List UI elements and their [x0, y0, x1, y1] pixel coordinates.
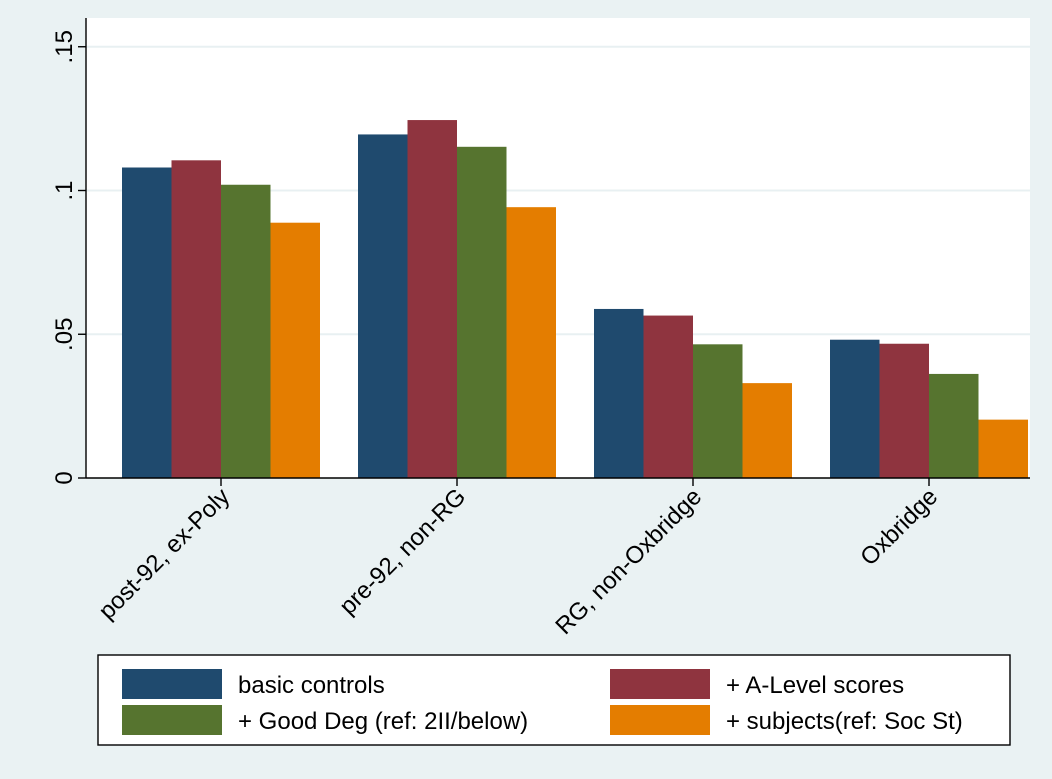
legend-label: basic controls	[238, 672, 385, 699]
y-tick-label: 0	[51, 471, 78, 484]
bar	[978, 419, 1028, 478]
bar	[122, 167, 172, 478]
x-tick-label: post-92, ex-Poly	[94, 483, 236, 625]
bar	[506, 207, 556, 479]
legend-swatch	[610, 705, 710, 735]
bar	[594, 308, 644, 478]
bar	[879, 343, 929, 478]
y-tick-label: .1	[51, 180, 78, 200]
bar	[643, 315, 693, 478]
legend-label: + subjects(ref: Soc St)	[726, 708, 963, 735]
bar	[830, 339, 880, 478]
legend-swatch	[610, 669, 710, 699]
legend-swatch	[122, 669, 222, 699]
legend: basic controls + A-Level scores + Good Deg…	[97, 654, 1011, 746]
y-tick-label: .05	[51, 318, 78, 351]
legend-label: + Good Deg (ref: 2II/below)	[238, 708, 528, 735]
bar	[270, 222, 320, 478]
bar	[407, 120, 457, 478]
bar	[221, 184, 271, 478]
legend-swatch	[122, 705, 222, 735]
bar	[929, 373, 979, 478]
x-tick-label: RG, non-Oxbridge	[550, 483, 707, 640]
bar	[358, 134, 408, 478]
legend-box	[97, 654, 1011, 746]
x-tick-label: Oxbridge	[855, 483, 943, 571]
bar	[742, 383, 792, 478]
bars	[122, 120, 1028, 479]
bar	[171, 160, 221, 478]
bar	[693, 344, 743, 478]
legend-label: + A-Level scores	[726, 672, 904, 699]
x-tick-label: pre-92, non-RG	[334, 483, 471, 620]
y-tick-label: .15	[51, 30, 78, 63]
bar	[457, 146, 507, 479]
